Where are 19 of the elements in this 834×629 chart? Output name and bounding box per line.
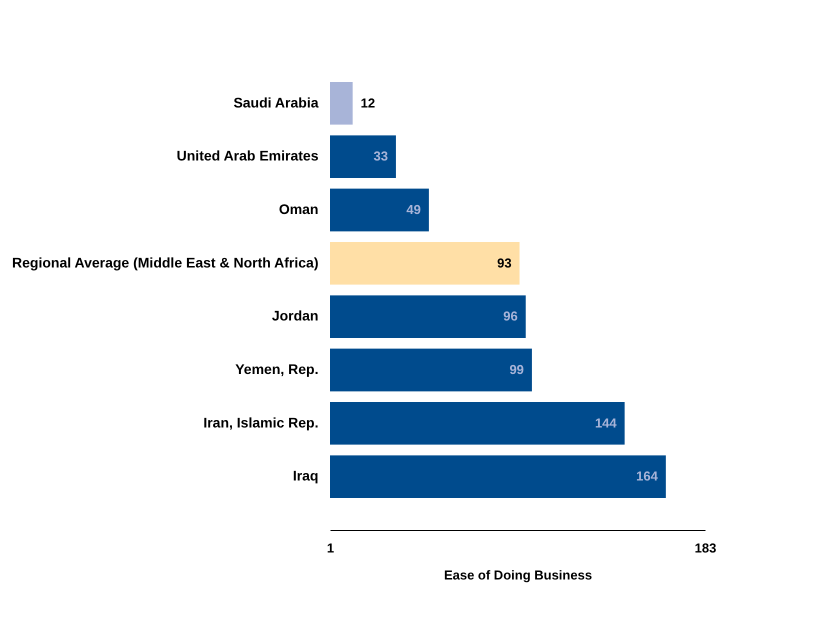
data-label: 12	[360, 95, 376, 110]
x-axis-title: Ease of Doing Business	[444, 568, 592, 582]
y-tick-label: Regional Average (Middle East & North Africa)	[12, 254, 318, 270]
y-tick-label: Iraq	[292, 468, 318, 484]
y-tick-label: Jordan	[272, 308, 318, 324]
data-label: 144	[594, 415, 618, 430]
data-label: 96	[503, 308, 518, 324]
y-tick-label: Oman	[278, 201, 318, 217]
y-tick-label: Iran, Islamic Rep.	[203, 414, 318, 430]
data-label: 33	[373, 148, 388, 164]
data-label: 49	[406, 202, 421, 217]
data-label: 164	[636, 468, 659, 484]
data-label: 99	[509, 362, 524, 377]
x-tick-label: 183	[694, 540, 716, 556]
y-tick-label: Yemen, Rep.	[235, 361, 318, 377]
x-tick-label: 1	[326, 540, 334, 556]
y-tick-label: United Arab Emirates	[176, 148, 319, 164]
y-tick-label: Saudi Arabia	[233, 94, 319, 110]
data-label: 93	[497, 255, 512, 270]
